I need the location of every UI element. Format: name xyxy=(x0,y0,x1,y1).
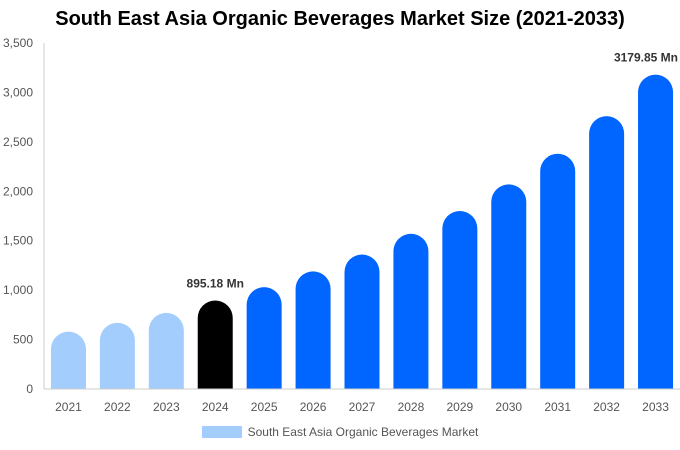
x-tick-label: 2022 xyxy=(104,400,131,414)
bar-2022 xyxy=(99,322,135,389)
y-tick-label: 1,000 xyxy=(3,283,33,297)
bar-2021 xyxy=(50,331,86,389)
data-label-2033: 3179.85 Mn xyxy=(614,51,678,65)
x-tick-label: 2024 xyxy=(202,400,229,414)
x-tick-label: 2025 xyxy=(251,400,278,414)
bar-2028 xyxy=(393,233,429,389)
x-tick-label: 2030 xyxy=(495,400,522,414)
x-tick-label: 2027 xyxy=(349,400,376,414)
y-tick-label: 2,000 xyxy=(3,184,33,198)
bar-2031 xyxy=(540,153,576,389)
x-tick-label: 2031 xyxy=(544,400,571,414)
bar-2023 xyxy=(148,312,184,389)
bar-2033 xyxy=(638,74,674,390)
y-tick-label: 0 xyxy=(26,382,33,396)
x-tick-label: 2028 xyxy=(398,400,425,414)
y-tick-label: 1,500 xyxy=(3,234,33,248)
x-tick-label: 2032 xyxy=(593,400,620,414)
bar-2027 xyxy=(344,254,380,389)
bar-2032 xyxy=(589,116,625,389)
x-tick-label: 2023 xyxy=(153,400,180,414)
y-tick-label: 3,500 xyxy=(3,36,33,50)
x-tick-label: 2021 xyxy=(55,400,82,414)
bar-2026 xyxy=(295,271,331,389)
x-tick-label: 2029 xyxy=(446,400,473,414)
data-label-2024: 895.18 Mn xyxy=(187,277,244,291)
bars-group xyxy=(50,74,674,390)
x-tick-label: 2033 xyxy=(642,400,669,414)
x-axis: 2021 2022 2023 2024 2025 2026 2027 2028 2029 2030… xyxy=(44,388,680,414)
y-tick-label: 2,500 xyxy=(3,135,33,149)
legend: South East Asia Organic Beverages Market xyxy=(0,425,680,439)
chart-title: South East Asia Organic Beverages Market… xyxy=(55,8,625,30)
bar-2029 xyxy=(442,211,478,389)
bar-2025 xyxy=(246,287,282,389)
y-axis: 0 500 1,000 1,500 2,000 2,500 3,000 3,500 xyxy=(3,36,45,396)
y-tick-label: 500 xyxy=(13,333,33,347)
legend-swatch xyxy=(201,426,242,438)
x-tick-label: 2026 xyxy=(300,400,327,414)
bar-2024 xyxy=(197,300,233,389)
y-tick-label: 3,000 xyxy=(3,85,33,99)
legend-label: South East Asia Organic Beverages Market xyxy=(247,425,479,439)
data-labels-group: 895.18 Mn 3179.85 Mn xyxy=(187,51,678,291)
bar-2030 xyxy=(491,184,527,389)
